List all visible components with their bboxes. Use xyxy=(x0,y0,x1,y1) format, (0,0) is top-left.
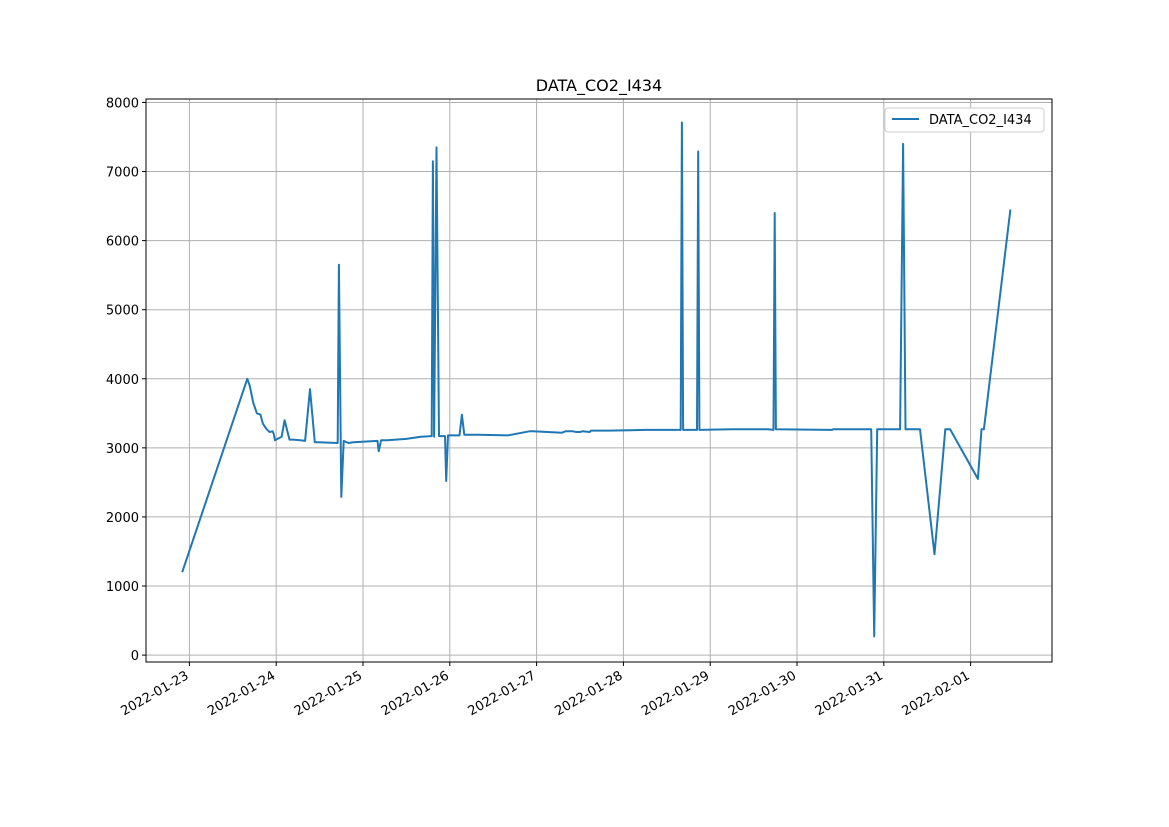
y-tick-label: 2000 xyxy=(106,511,139,526)
y-tick-label: 1000 xyxy=(106,580,139,595)
y-tick-label: 6000 xyxy=(106,235,139,250)
y-tick-label: 0 xyxy=(131,649,139,664)
grid-lines xyxy=(146,99,1052,662)
plot-frame xyxy=(145,98,1053,663)
y-tick-label: 8000 xyxy=(106,96,139,111)
legend: DATA_CO2_I434 xyxy=(884,107,1045,133)
series-layer xyxy=(181,121,1012,638)
chart-title: DATA_CO2_I434 xyxy=(536,76,662,96)
y-tick-label: 5000 xyxy=(106,304,139,319)
legend-box xyxy=(884,107,1045,133)
legend-label: DATA_CO2_I434 xyxy=(929,113,1032,128)
y-tick-label: 4000 xyxy=(106,373,139,388)
y-tick-label: 7000 xyxy=(106,166,139,181)
y-tick-label: 3000 xyxy=(106,442,139,457)
y-axis: 0 1000 2000 3000 4000 5000 6000 7000 8000 xyxy=(106,96,146,664)
series-line-0 xyxy=(181,121,1012,638)
